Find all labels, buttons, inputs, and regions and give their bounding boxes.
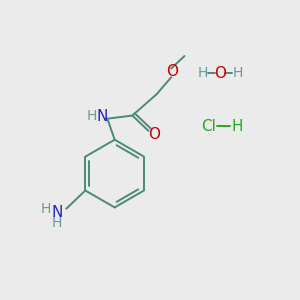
Text: N: N <box>51 205 62 220</box>
Text: O: O <box>166 64 178 79</box>
Text: H: H <box>232 66 243 80</box>
Text: N: N <box>96 109 108 124</box>
Text: H: H <box>52 216 62 230</box>
Text: H: H <box>40 202 51 216</box>
Text: Cl: Cl <box>202 119 216 134</box>
Text: O: O <box>214 66 226 81</box>
Text: H: H <box>87 109 97 123</box>
Text: O: O <box>148 127 160 142</box>
Text: H: H <box>231 119 243 134</box>
Text: H: H <box>198 66 208 80</box>
